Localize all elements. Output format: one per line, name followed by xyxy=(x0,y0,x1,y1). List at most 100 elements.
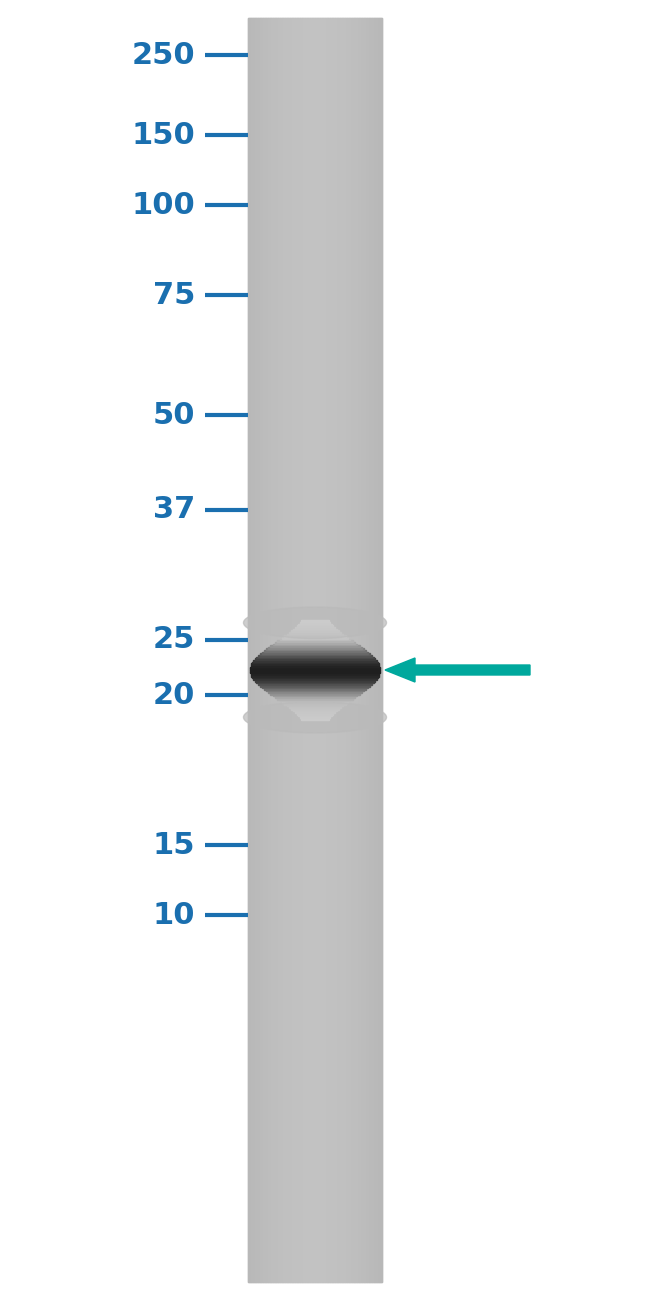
Bar xyxy=(343,18,345,1282)
Bar xyxy=(302,620,329,623)
Bar xyxy=(255,18,256,1282)
Bar xyxy=(379,18,380,1282)
Bar xyxy=(252,675,378,676)
Bar xyxy=(298,715,332,716)
Bar xyxy=(359,18,360,1282)
Text: 75: 75 xyxy=(153,281,195,309)
Bar xyxy=(302,18,304,1282)
Bar xyxy=(265,18,266,1282)
Bar xyxy=(302,718,329,719)
Bar xyxy=(280,638,350,641)
Bar xyxy=(263,18,265,1282)
Bar xyxy=(295,627,335,629)
Bar xyxy=(360,18,362,1282)
Bar xyxy=(282,701,348,703)
Bar xyxy=(258,655,372,656)
Text: 250: 250 xyxy=(131,40,195,69)
Bar xyxy=(270,18,272,1282)
Bar xyxy=(332,18,333,1282)
Bar xyxy=(280,18,281,1282)
Bar xyxy=(256,656,374,659)
Bar xyxy=(317,18,318,1282)
Bar xyxy=(369,18,370,1282)
Bar xyxy=(255,658,375,660)
Bar xyxy=(261,18,263,1282)
Bar xyxy=(365,18,367,1282)
Text: 10: 10 xyxy=(153,901,195,930)
Bar xyxy=(304,18,305,1282)
Bar xyxy=(287,705,343,706)
Bar xyxy=(328,18,330,1282)
Bar xyxy=(372,18,374,1282)
Bar xyxy=(293,18,295,1282)
Bar xyxy=(342,18,343,1282)
Bar xyxy=(266,649,364,650)
Bar xyxy=(273,694,358,697)
Bar xyxy=(268,692,362,693)
Bar xyxy=(278,698,352,699)
Text: 50: 50 xyxy=(153,400,195,429)
Bar xyxy=(273,18,275,1282)
Bar xyxy=(264,688,366,690)
Bar xyxy=(291,630,339,632)
Bar xyxy=(289,632,341,633)
Bar xyxy=(278,640,352,642)
Bar xyxy=(367,18,369,1282)
Bar xyxy=(262,651,369,654)
Bar xyxy=(362,18,363,1282)
Bar xyxy=(295,18,296,1282)
Bar xyxy=(252,662,378,663)
Text: 25: 25 xyxy=(153,625,195,654)
Bar xyxy=(298,624,332,625)
Bar xyxy=(250,668,380,670)
Bar xyxy=(352,18,354,1282)
Bar xyxy=(252,18,253,1282)
Bar xyxy=(350,18,352,1282)
Bar xyxy=(348,18,350,1282)
Bar xyxy=(252,663,378,666)
Bar xyxy=(268,18,270,1282)
Bar xyxy=(280,699,350,702)
Bar xyxy=(307,18,308,1282)
Bar xyxy=(250,670,380,672)
Bar xyxy=(355,18,357,1282)
Bar xyxy=(339,18,340,1282)
Bar xyxy=(250,667,380,668)
Bar xyxy=(293,710,337,711)
Bar xyxy=(275,18,276,1282)
Text: 37: 37 xyxy=(153,495,195,524)
Bar xyxy=(296,712,333,715)
Bar xyxy=(300,623,330,624)
Bar xyxy=(370,18,372,1282)
Bar xyxy=(262,686,369,688)
Bar xyxy=(268,647,362,649)
Text: 20: 20 xyxy=(153,680,195,710)
Bar xyxy=(260,685,370,686)
Bar xyxy=(273,644,358,645)
Bar xyxy=(311,18,313,1282)
Bar xyxy=(282,637,348,638)
Bar xyxy=(325,18,327,1282)
Bar xyxy=(298,18,300,1282)
Bar xyxy=(252,676,378,679)
Bar xyxy=(377,18,379,1282)
Bar xyxy=(260,18,261,1282)
Bar xyxy=(291,708,339,710)
Bar xyxy=(258,682,372,685)
Bar xyxy=(288,18,290,1282)
Bar xyxy=(357,18,359,1282)
Ellipse shape xyxy=(244,607,387,638)
Bar xyxy=(251,666,379,667)
Bar xyxy=(327,18,328,1282)
Bar xyxy=(251,673,379,675)
FancyArrow shape xyxy=(385,658,530,682)
Bar xyxy=(324,18,325,1282)
Bar xyxy=(310,18,311,1282)
Bar xyxy=(320,18,322,1282)
Bar xyxy=(248,18,250,1282)
Bar xyxy=(283,18,285,1282)
Text: 150: 150 xyxy=(131,121,195,150)
Bar xyxy=(285,703,346,705)
Bar xyxy=(250,18,252,1282)
Bar xyxy=(322,18,324,1282)
